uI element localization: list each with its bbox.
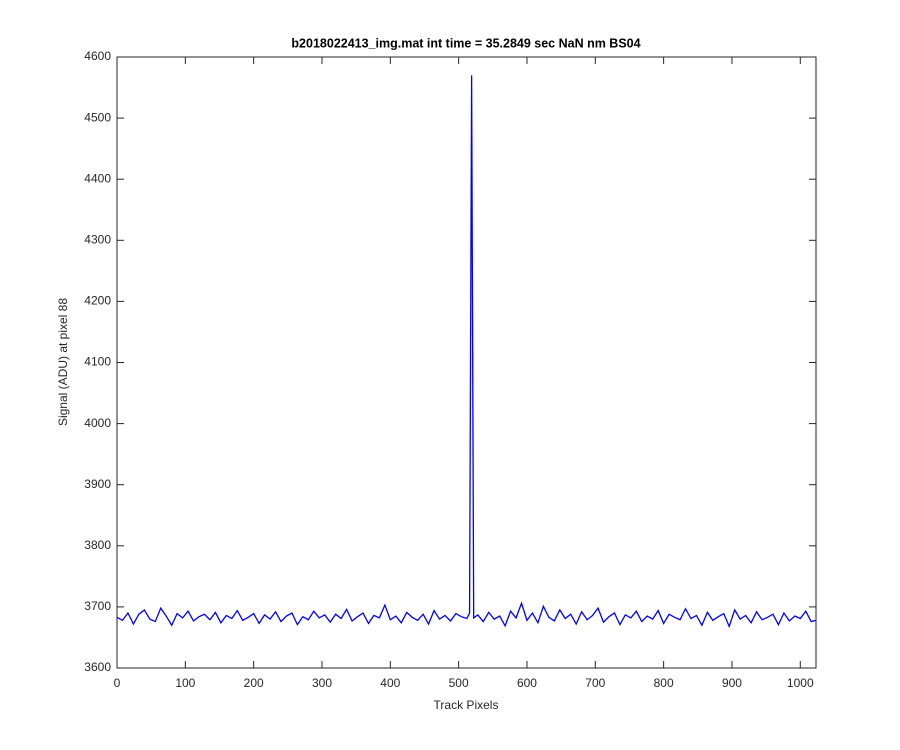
- x-axis-label: Track Pixels: [434, 698, 499, 712]
- y-tick-label: 4400: [84, 171, 111, 185]
- y-tick-label: 4000: [84, 416, 111, 430]
- y-tick-label: 4600: [84, 49, 111, 63]
- y-tick-label: 4500: [84, 110, 111, 124]
- y-tick-label: 4300: [84, 232, 111, 246]
- x-tick-label: 500: [449, 676, 469, 690]
- x-tick-label: 0: [114, 676, 121, 690]
- x-tick-label: 1000: [787, 676, 814, 690]
- chart-title: b2018022413_img.mat int time = 35.2849 s…: [291, 36, 640, 50]
- y-tick-label: 3600: [84, 660, 111, 674]
- x-tick-label: 300: [312, 676, 332, 690]
- x-tick-label: 800: [654, 676, 674, 690]
- x-tick-label: 100: [175, 676, 195, 690]
- y-axis-label: Signal (ADU) at pixel 88: [56, 298, 70, 426]
- y-tick-label: 3800: [84, 538, 111, 552]
- y-tick-label: 3700: [84, 599, 111, 613]
- y-tick-label: 4200: [84, 294, 111, 308]
- data-line: [116, 75, 817, 629]
- x-tick-label: 400: [380, 676, 400, 690]
- x-tick-label: 900: [722, 676, 742, 690]
- x-tick-label: 200: [244, 676, 264, 690]
- x-tick-label: 600: [517, 676, 537, 690]
- x-tick-label: 700: [585, 676, 605, 690]
- y-tick-label: 4100: [84, 355, 111, 369]
- y-tick-label: 3900: [84, 477, 111, 491]
